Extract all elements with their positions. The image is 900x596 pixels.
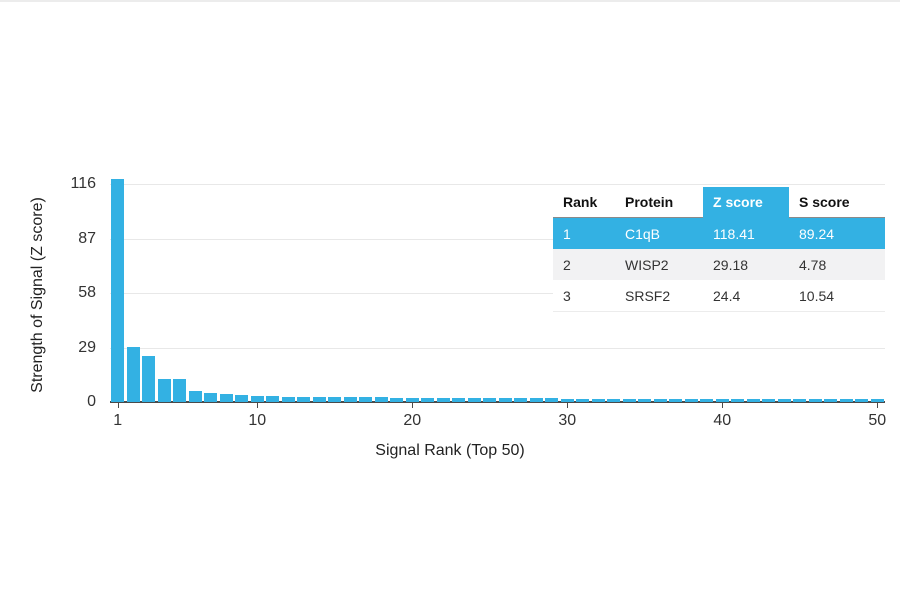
bar-rank-32	[591, 398, 605, 402]
bar-rank-46	[808, 399, 822, 402]
cell-sscore: 4.78	[789, 249, 885, 280]
bar-rank-47	[824, 399, 838, 402]
bar-rank-21	[421, 397, 435, 402]
bar-rank-48	[839, 399, 853, 402]
x-tick-mark	[567, 403, 569, 408]
bar-rank-12	[281, 396, 295, 402]
x-tick-mark	[412, 403, 414, 408]
cell-rank: 1	[553, 217, 615, 249]
cell-sscore: 10.54	[789, 280, 885, 312]
x-tick-mark	[257, 403, 259, 408]
x-tick-label: 10	[248, 412, 267, 429]
bar-rank-37	[669, 398, 683, 402]
bar-rank-45	[793, 399, 807, 402]
gridline	[110, 184, 885, 185]
x-axis-line	[110, 401, 885, 403]
bar-rank-26	[498, 398, 512, 402]
bar-rank-16	[343, 397, 357, 402]
gridline	[110, 293, 885, 294]
cell-rank: 3	[553, 280, 615, 312]
bar-rank-27	[514, 398, 528, 402]
bar-rank-19	[390, 397, 404, 402]
bar-rank-28	[529, 398, 543, 402]
bar-rank-41	[731, 399, 745, 402]
y-tick-label: 87	[78, 229, 96, 247]
bar-rank-14	[312, 396, 326, 402]
table-row: 1 C1qB 118.41 89.24	[553, 217, 885, 249]
bar-rank-40	[715, 398, 729, 402]
y-tick-label: 58	[78, 284, 96, 301]
bar-rank-22	[436, 397, 450, 402]
table-row: 2 WISP2 29.18 4.78	[553, 249, 885, 280]
bar-rank-33	[607, 398, 621, 402]
cell-zscore: 24.4	[703, 280, 789, 312]
bar-rank-4	[157, 378, 171, 402]
bar-rank-43	[762, 399, 776, 402]
bar-rank-17	[359, 397, 373, 402]
bar-rank-3	[142, 356, 156, 402]
bar-rank-42	[746, 399, 760, 402]
bar-rank-11	[266, 396, 280, 402]
col-header-sscore: S score	[789, 187, 885, 218]
bar-rank-9	[235, 394, 249, 402]
x-tick-label: 1	[113, 412, 123, 429]
gridline	[110, 238, 885, 240]
rank-table: Rank Protein Z score S score 1 C1qB 118.…	[553, 187, 885, 312]
x-tick-label: 50	[868, 412, 887, 429]
x-tick-mark	[117, 403, 119, 408]
y-tick-label: 116	[70, 175, 96, 192]
x-tick-label: 20	[403, 412, 422, 429]
bar-rank-23	[452, 397, 466, 402]
bar-rank-34	[622, 398, 636, 402]
bar-rank-30	[560, 398, 574, 402]
bar-rank-38	[684, 398, 698, 402]
y-tick-label: 29	[78, 338, 96, 356]
bar-rank-24	[467, 398, 481, 402]
table-row: 3 SRSF2 24.4 10.54	[553, 280, 885, 312]
bar-rank-15	[328, 397, 342, 402]
bar-rank-10	[250, 395, 264, 402]
bar-rank-5	[173, 379, 187, 402]
bar-rank-2	[126, 347, 140, 402]
col-header-zscore: Z score	[703, 187, 789, 218]
x-tick-label: 40	[713, 412, 732, 429]
bar-rank-13	[297, 396, 311, 402]
cell-rank: 2	[553, 249, 615, 280]
bar-rank-25	[483, 398, 497, 402]
x-axis-title: Signal Rank (Top 50)	[375, 442, 525, 459]
bar-rank-36	[653, 398, 667, 402]
bar-rank-39	[700, 398, 714, 402]
bar-rank-44	[777, 399, 791, 402]
bar-rank-7	[204, 392, 218, 402]
bar-rank-18	[374, 397, 388, 402]
cell-protein: SRSF2	[615, 280, 703, 312]
bar-rank-31	[576, 398, 590, 402]
cell-protein: C1qB	[615, 217, 703, 249]
table-header-row: Rank Protein Z score S score	[553, 187, 885, 218]
cell-protein: WISP2	[615, 249, 703, 280]
x-tick-label: 30	[558, 412, 577, 429]
x-tick-mark	[722, 403, 724, 408]
bar-rank-8	[219, 393, 233, 402]
plot-area	[110, 179, 885, 403]
bar-rank-29	[545, 398, 559, 402]
x-tick-mark	[877, 403, 879, 408]
bar-rank-20	[405, 397, 419, 402]
bar-rank-1	[111, 179, 125, 402]
bar-rank-6	[188, 391, 202, 402]
bar-rank-49	[855, 399, 869, 402]
bar-rank-50	[870, 399, 884, 402]
cell-zscore: 118.41	[703, 217, 789, 249]
col-header-rank: Rank	[553, 187, 615, 218]
cell-sscore: 89.24	[789, 217, 885, 249]
col-header-protein: Protein	[615, 187, 703, 218]
bar-rank-35	[638, 398, 652, 402]
gridline	[110, 347, 885, 349]
y-tick-label: 0	[87, 393, 96, 410]
cell-zscore: 29.18	[703, 249, 789, 280]
